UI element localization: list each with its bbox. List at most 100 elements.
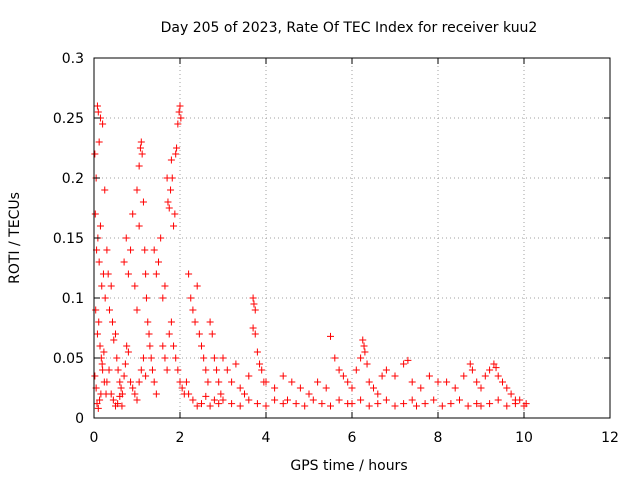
data-point (314, 378, 322, 386)
data-point (189, 396, 197, 404)
data-point (408, 378, 416, 386)
data-point (139, 354, 147, 362)
data-point (150, 246, 158, 254)
data-point (174, 366, 182, 374)
data-point (378, 372, 386, 380)
data-point (139, 198, 147, 206)
data-point (503, 402, 511, 410)
data-point (171, 210, 179, 218)
data-point (96, 342, 104, 350)
y-tick-label: 0.05 (53, 351, 84, 367)
data-point (170, 342, 178, 350)
data-point (127, 378, 135, 386)
chart-title: Day 205 of 2023, Rate Of TEC Index for r… (161, 20, 538, 36)
data-point (202, 392, 210, 400)
data-point (219, 396, 227, 404)
data-point (348, 400, 356, 408)
data-point (167, 318, 175, 326)
data-point (198, 342, 205, 350)
y-tick-label: 0.25 (53, 111, 84, 127)
data-point (206, 402, 214, 410)
data-point (443, 378, 451, 386)
data-point (120, 372, 128, 380)
data-point (335, 366, 343, 374)
data-point (93, 102, 101, 110)
data-point (193, 282, 201, 290)
data-point (464, 402, 472, 410)
data-point (296, 384, 304, 392)
data-point (91, 372, 99, 380)
data-point (145, 330, 153, 338)
data-point (152, 270, 160, 278)
data-point (309, 396, 317, 404)
x-axis: 0 2 4 6 8 10 12 (90, 58, 619, 446)
data-point (120, 258, 128, 266)
data-point (104, 270, 112, 278)
data-point (98, 282, 106, 290)
y-axis: 0 0.05 0.1 0.15 0.2 0.25 0.3 (53, 51, 610, 427)
x-tick-label: 8 (434, 430, 443, 446)
data-point (135, 378, 143, 386)
data-point (434, 378, 442, 386)
data-point (292, 400, 300, 408)
data-point (425, 372, 433, 380)
data-point (191, 318, 199, 326)
data-point (195, 330, 203, 338)
data-point (208, 330, 216, 338)
data-point (430, 396, 438, 404)
data-point (94, 404, 102, 412)
data-point (486, 400, 494, 408)
data-point (109, 396, 117, 404)
data-point (99, 120, 107, 128)
data-point (127, 246, 135, 254)
data-point (232, 360, 240, 368)
data-point (249, 294, 257, 302)
data-point (118, 402, 126, 410)
data-point (279, 400, 287, 408)
data-point (193, 402, 201, 410)
y-axis-label: ROTI / TECUs (7, 192, 23, 284)
data-point (137, 138, 145, 146)
data-point (136, 144, 144, 152)
data-point (98, 360, 106, 368)
data-point (357, 396, 365, 404)
data-point (361, 348, 369, 356)
data-point (481, 372, 489, 380)
data-point (256, 360, 264, 368)
data-point (494, 396, 502, 404)
data-point (107, 390, 115, 398)
data-point (189, 306, 197, 314)
data-point (213, 366, 221, 374)
data-point (262, 378, 270, 386)
data-point (131, 282, 139, 290)
data-point (253, 400, 261, 408)
data-point (516, 396, 524, 404)
data-point (511, 400, 519, 408)
data-point (124, 348, 132, 356)
x-tick-label: 2 (176, 430, 185, 446)
data-point (305, 390, 313, 398)
data-point (123, 342, 131, 350)
x-axis-label: GPS time / hours (290, 458, 407, 474)
data-point (101, 294, 109, 302)
data-point (236, 384, 244, 392)
data-point (96, 396, 104, 404)
data-point (438, 402, 446, 410)
data-point (141, 246, 149, 254)
data-point (116, 392, 124, 400)
data-point (93, 330, 101, 338)
data-point (322, 384, 330, 392)
data-point (114, 400, 122, 408)
data-point (451, 384, 459, 392)
data-point (370, 384, 377, 392)
data-point (200, 354, 208, 362)
y-tick-label: 0 (75, 411, 84, 427)
data-point (137, 366, 145, 374)
data-point (251, 306, 259, 314)
x-tick-label: 10 (515, 430, 533, 446)
data-point (219, 354, 227, 362)
y-tick-label: 0.1 (62, 291, 84, 307)
data-point (421, 400, 429, 408)
data-point (133, 306, 141, 314)
